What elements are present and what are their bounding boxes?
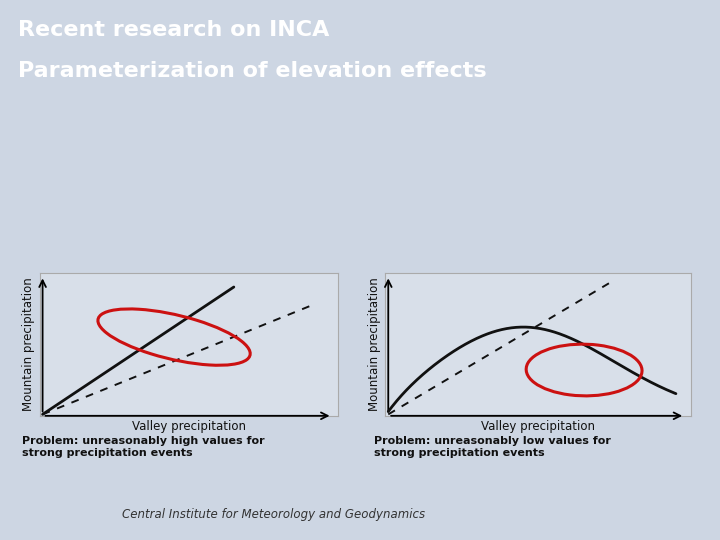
Text: Problem: unreasonably low values for
strong precipitation events: Problem: unreasonably low values for str…	[374, 436, 611, 458]
Text: Recent research on INCA: Recent research on INCA	[18, 20, 329, 40]
X-axis label: Valley precipitation: Valley precipitation	[481, 420, 595, 433]
X-axis label: Valley precipitation: Valley precipitation	[132, 420, 246, 433]
Text: Central Institute for Meteorology and Geodynamics: Central Institute for Meteorology and Ge…	[122, 508, 426, 521]
Y-axis label: Mountain precipitation: Mountain precipitation	[22, 278, 35, 411]
Y-axis label: Mountain precipitation: Mountain precipitation	[368, 278, 381, 411]
Text: Problem: unreasonably high values for
strong precipitation events: Problem: unreasonably high values for st…	[22, 436, 264, 458]
Text: Parameterization of elevation effects: Parameterization of elevation effects	[18, 61, 487, 81]
Text: Dependence on intensity: Dependence on intensity	[456, 281, 624, 294]
Text: Constant amplification factor: Constant amplification factor	[83, 281, 277, 294]
